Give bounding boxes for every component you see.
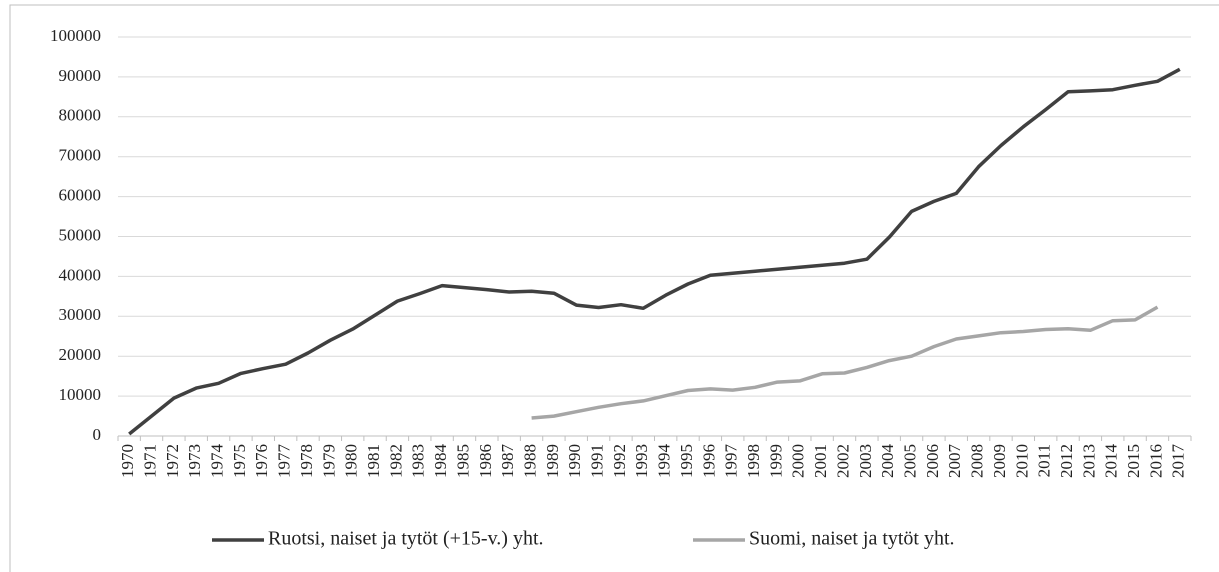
x-tick-label: 1996 xyxy=(699,444,718,478)
x-tick-label: 2008 xyxy=(968,444,987,478)
x-tick-label: 1976 xyxy=(252,444,271,478)
x-tick-label: 1987 xyxy=(498,443,517,478)
x-tick-label: 2014 xyxy=(1102,444,1121,479)
x-tick-label: 1985 xyxy=(453,444,472,478)
x-tick-label: 1972 xyxy=(163,444,182,478)
x-tick-label: 1974 xyxy=(208,444,227,479)
x-tick-label: 1990 xyxy=(565,444,584,478)
y-tick-label: 20000 xyxy=(59,345,102,364)
x-tick-label: 1970 xyxy=(118,444,137,478)
x-tick-label: 2011 xyxy=(1035,444,1054,477)
chart-frame xyxy=(9,4,1219,572)
x-tick-label: 2004 xyxy=(878,444,897,479)
x-tick-label: 1992 xyxy=(610,444,629,478)
y-tick-label: 70000 xyxy=(59,146,102,165)
x-tick-label: 1997 xyxy=(722,444,741,479)
x-tick-label: 1984 xyxy=(431,444,450,479)
x-tick-label: 1983 xyxy=(409,444,428,478)
y-tick-label: 60000 xyxy=(59,186,102,205)
x-tick-label: 2012 xyxy=(1057,444,1076,478)
x-tick-label: 2015 xyxy=(1124,444,1143,478)
x-tick-label: 2000 xyxy=(789,444,808,478)
x-tick-label: 1980 xyxy=(342,444,361,478)
x-tick-label: 2009 xyxy=(990,444,1009,478)
x-tick-label: 2016 xyxy=(1146,444,1165,478)
x-tick-label: 2003 xyxy=(856,444,875,478)
x-tick-label: 2013 xyxy=(1079,444,1098,478)
x-tick-label: 1991 xyxy=(588,444,607,478)
x-tick-label: 1978 xyxy=(297,444,316,478)
x-tick-label: 2010 xyxy=(1012,444,1031,478)
x-tick-label: 1981 xyxy=(364,444,383,478)
x-tick-label: 1995 xyxy=(677,444,696,478)
x-tick-label: 1998 xyxy=(744,444,763,478)
x-tick-label: 2017 xyxy=(1169,444,1188,479)
y-tick-label: 50000 xyxy=(59,225,102,244)
series-line xyxy=(531,305,1159,420)
x-tick-label: 2002 xyxy=(833,444,852,478)
x-tick-label: 1982 xyxy=(386,444,405,478)
y-tick-label: 30000 xyxy=(59,305,102,324)
x-tick-label: 2005 xyxy=(900,444,919,478)
x-tick-label: 2001 xyxy=(811,444,830,478)
x-tick-label: 1973 xyxy=(185,444,204,478)
y-tick-label: 80000 xyxy=(59,106,102,125)
y-tick-label: 0 xyxy=(93,425,102,444)
x-tick-label: 1989 xyxy=(543,444,562,478)
x-tick-label: 1994 xyxy=(655,444,674,479)
x-tick-label: 1999 xyxy=(766,444,785,478)
x-tick-label: 1977 xyxy=(275,444,294,479)
y-tick-label: 90000 xyxy=(59,66,102,85)
legend-label: Ruotsi, naiset ja tytöt (+15-v.) yht. xyxy=(268,528,544,550)
legend-label: Suomi, naiset ja tytöt yht. xyxy=(749,528,955,550)
x-tick-label: 2007 xyxy=(945,444,964,479)
x-tick-label: 1979 xyxy=(319,444,338,478)
x-tick-label: 2006 xyxy=(923,444,942,478)
x-tick-label: 1986 xyxy=(476,444,495,478)
y-tick-label: 40000 xyxy=(59,265,102,284)
series-line xyxy=(128,67,1181,436)
x-tick-label: 1988 xyxy=(520,444,539,478)
x-tick-label: 1971 xyxy=(140,444,159,478)
x-tick-label: 1993 xyxy=(632,444,651,478)
y-tick-label: 10000 xyxy=(59,385,102,404)
y-tick-label: 100000 xyxy=(50,26,101,45)
x-tick-label: 1975 xyxy=(230,444,249,478)
